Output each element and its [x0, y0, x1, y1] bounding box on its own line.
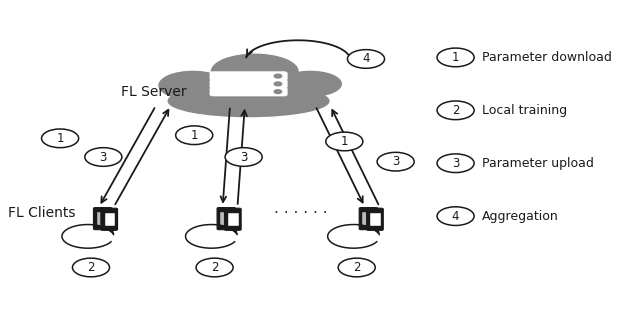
FancyBboxPatch shape [371, 213, 381, 226]
FancyBboxPatch shape [359, 208, 378, 230]
FancyArrowPatch shape [317, 108, 363, 203]
FancyBboxPatch shape [217, 208, 236, 230]
FancyArrowPatch shape [115, 110, 168, 204]
Text: 1: 1 [56, 132, 64, 145]
Text: · · · · · ·: · · · · · · [275, 206, 328, 220]
Circle shape [274, 82, 282, 86]
Circle shape [274, 74, 282, 78]
Circle shape [326, 132, 363, 151]
FancyBboxPatch shape [367, 208, 383, 230]
Ellipse shape [159, 71, 227, 100]
Text: 3: 3 [452, 157, 460, 170]
Text: 3: 3 [100, 150, 107, 164]
Text: FL Server: FL Server [121, 85, 187, 99]
Text: Local training: Local training [481, 104, 566, 117]
Circle shape [225, 148, 262, 166]
Text: 1: 1 [452, 51, 460, 64]
FancyArrowPatch shape [332, 110, 378, 204]
Text: 2: 2 [353, 261, 360, 274]
Text: 4: 4 [362, 52, 370, 65]
Text: 4: 4 [452, 210, 460, 223]
Ellipse shape [168, 85, 329, 116]
Text: 2: 2 [452, 104, 460, 117]
Ellipse shape [211, 54, 298, 89]
Circle shape [196, 258, 233, 277]
Circle shape [338, 258, 375, 277]
Text: 3: 3 [240, 150, 247, 164]
Circle shape [377, 152, 414, 171]
FancyBboxPatch shape [93, 208, 112, 230]
FancyBboxPatch shape [210, 79, 287, 88]
Circle shape [72, 258, 109, 277]
Circle shape [437, 154, 474, 173]
Circle shape [437, 101, 474, 120]
FancyArrowPatch shape [237, 111, 247, 204]
Text: 1: 1 [340, 135, 348, 148]
Circle shape [437, 48, 474, 67]
Ellipse shape [280, 71, 341, 96]
Text: 2: 2 [211, 261, 218, 274]
FancyBboxPatch shape [228, 213, 239, 226]
Circle shape [274, 90, 282, 94]
Text: Parameter download: Parameter download [481, 51, 611, 64]
Circle shape [175, 126, 212, 144]
FancyArrowPatch shape [221, 108, 230, 202]
FancyBboxPatch shape [362, 212, 376, 226]
Text: 2: 2 [87, 261, 95, 274]
FancyBboxPatch shape [97, 212, 110, 226]
FancyBboxPatch shape [104, 213, 115, 226]
Text: FL Clients: FL Clients [8, 206, 75, 220]
FancyBboxPatch shape [225, 208, 241, 230]
Text: Aggregation: Aggregation [481, 210, 558, 223]
Circle shape [437, 207, 474, 225]
FancyArrowPatch shape [101, 108, 154, 203]
Circle shape [42, 129, 79, 148]
FancyBboxPatch shape [210, 87, 287, 96]
Circle shape [85, 148, 122, 166]
Text: Parameter upload: Parameter upload [481, 157, 593, 170]
FancyBboxPatch shape [101, 208, 118, 230]
Text: 1: 1 [191, 129, 198, 142]
Text: 3: 3 [392, 155, 399, 168]
Circle shape [348, 50, 385, 68]
FancyBboxPatch shape [210, 72, 287, 80]
FancyBboxPatch shape [220, 212, 234, 226]
